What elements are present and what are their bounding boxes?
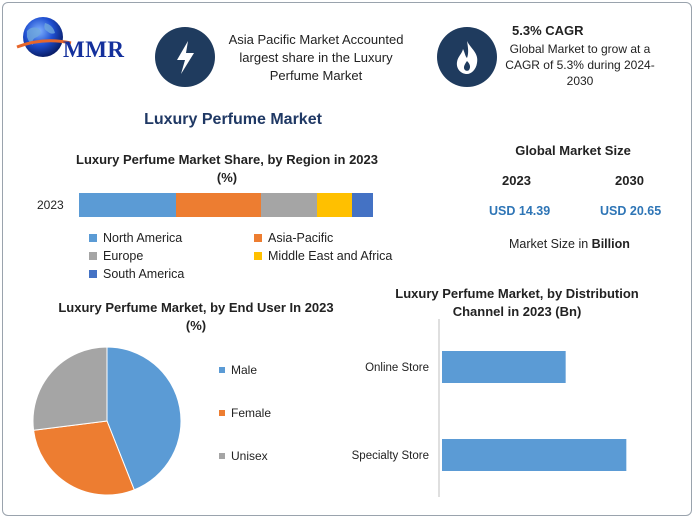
legend-swatch — [89, 270, 97, 278]
legend-item-south-america: South America — [89, 267, 184, 281]
bar-specialty-store — [442, 439, 627, 471]
distribution-bar-chart: Online Store Specialty Store — [352, 319, 627, 497]
region-chart-title: Luxury Perfume Market Share, by Region i… — [76, 152, 378, 185]
legend-label: Europe — [103, 249, 144, 263]
legend-swatch — [219, 453, 225, 459]
distribution-chart-title: Luxury Perfume Market, by Distribution C… — [395, 286, 639, 319]
legend-swatch — [219, 410, 225, 416]
stacked-segment-middle-east-and-africa — [317, 193, 353, 217]
legend-item-north-america: North America — [89, 231, 182, 245]
globe-icon — [16, 17, 72, 57]
legend-swatch — [254, 234, 262, 242]
category-label-specialty-store: Specialty Store — [352, 450, 429, 462]
market-size-year-2023: 2023 — [502, 173, 531, 188]
cagr-title: 5.3% CAGR — [512, 23, 584, 38]
bar-online-store — [442, 351, 566, 383]
market-size-value-2030: USD 20.65 — [600, 204, 662, 218]
market-size-year-2030: 2030 — [615, 173, 644, 188]
market-size-note-unit: Billion — [591, 237, 630, 251]
market-size-value-2023: USD 14.39 — [489, 204, 551, 218]
market-size-note: Market Size in Billion — [509, 237, 630, 251]
market-size-title: Global Market Size — [515, 143, 631, 158]
legend-item-europe: Europe — [89, 249, 143, 263]
region-stacked-bar — [79, 193, 373, 217]
pie-legend-item-female: Female — [219, 406, 271, 420]
pie-legend-item-male: Male — [219, 363, 257, 377]
legend-swatch — [254, 252, 262, 260]
end-user-pie-chart — [32, 346, 182, 496]
legend-item-middle-east-and-africa: Middle East and Africa — [254, 249, 392, 263]
legend-label: Middle East and Africa — [268, 249, 393, 263]
info-box-1-text: Asia Pacific Market Accounted largest sh… — [228, 32, 404, 83]
stacked-segment-south-america — [352, 193, 373, 217]
legend-label: South America — [103, 267, 185, 281]
legend-label: Asia-Pacific — [268, 231, 334, 245]
logo: MMR — [13, 13, 141, 63]
pie-slice-male — [106, 346, 182, 491]
market-size-note-prefix: Market Size in — [509, 237, 592, 251]
info-box-1-icon-circle — [155, 27, 215, 87]
legend-label: North America — [103, 231, 183, 245]
legend-label: Unisex — [231, 449, 268, 463]
pie-slice-female — [33, 420, 135, 496]
region-chart-category-label: 2023 — [37, 198, 64, 212]
cagr-text: Global Market to grow at a CAGR of 5.3% … — [505, 42, 655, 88]
legend-swatch — [219, 367, 225, 373]
info-box-2-icon-circle — [437, 27, 497, 87]
logo-text: MMR — [63, 37, 125, 62]
infographic-frame: MMR Asia Pacific Market Accounted larges… — [2, 2, 692, 516]
flame-icon — [456, 41, 478, 74]
end-user-chart-title: Luxury Perfume Market, by End User In 20… — [58, 300, 334, 333]
stacked-segment-europe — [261, 193, 318, 217]
lightning-icon — [177, 41, 194, 74]
legend-label: Female — [231, 406, 272, 420]
pie-legend-item-unisex: Unisex — [219, 449, 268, 463]
legend-swatch — [89, 252, 97, 260]
category-label-online-store: Online Store — [365, 362, 429, 374]
stacked-segment-north-america — [79, 193, 177, 217]
legend-swatch — [89, 234, 97, 242]
pie-slice-unisex — [32, 346, 108, 431]
main-title: Luxury Perfume Market — [144, 111, 322, 128]
stacked-segment-asia-pacific — [176, 193, 262, 217]
legend-item-asia-pacific: Asia-Pacific — [254, 231, 333, 245]
legend-label: Male — [231, 363, 258, 377]
